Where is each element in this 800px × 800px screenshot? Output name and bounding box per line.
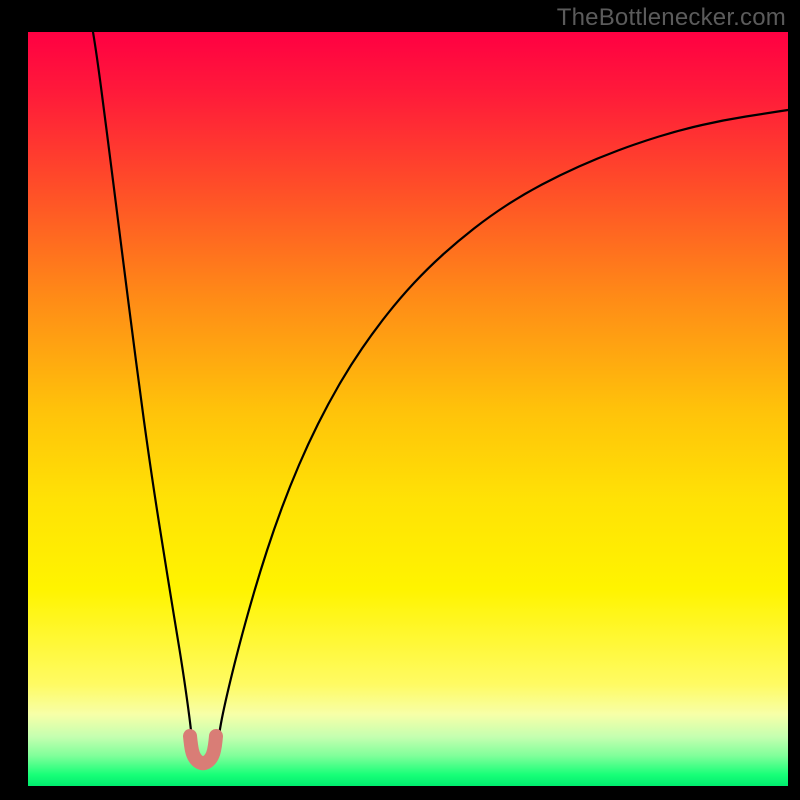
- chart-frame: TheBottlenecker.com: [0, 0, 800, 800]
- watermark-text: TheBottlenecker.com: [557, 4, 786, 32]
- curve-right-branch: [218, 110, 788, 742]
- plot-area: [28, 32, 788, 786]
- curve-left-branch: [93, 32, 192, 742]
- curve-dip-marker: [190, 736, 216, 763]
- bottleneck-curve: [28, 32, 788, 786]
